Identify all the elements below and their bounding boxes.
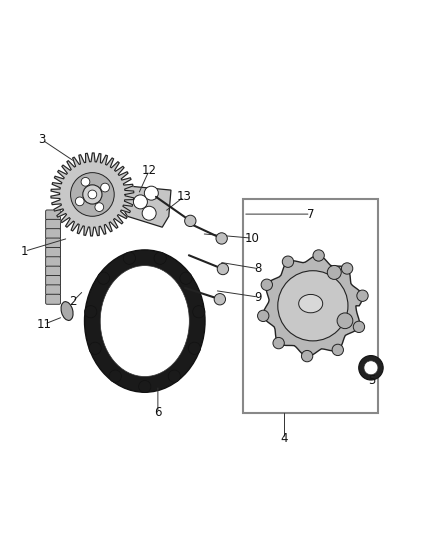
FancyBboxPatch shape bbox=[46, 276, 60, 286]
Circle shape bbox=[139, 381, 151, 393]
Circle shape bbox=[88, 190, 97, 199]
Ellipse shape bbox=[85, 250, 205, 392]
Circle shape bbox=[185, 215, 196, 227]
Circle shape bbox=[357, 290, 368, 301]
Circle shape bbox=[193, 305, 205, 318]
Circle shape bbox=[109, 370, 121, 382]
Polygon shape bbox=[263, 255, 363, 356]
Text: 12: 12 bbox=[141, 164, 157, 177]
Text: 11: 11 bbox=[37, 318, 52, 330]
Text: 13: 13 bbox=[177, 190, 191, 203]
Text: 1: 1 bbox=[21, 245, 28, 258]
Text: 4: 4 bbox=[281, 432, 288, 446]
Circle shape bbox=[134, 195, 148, 209]
FancyBboxPatch shape bbox=[46, 285, 60, 295]
FancyBboxPatch shape bbox=[46, 229, 60, 239]
FancyBboxPatch shape bbox=[46, 219, 60, 229]
Text: 5: 5 bbox=[368, 374, 375, 386]
Text: 2: 2 bbox=[69, 295, 77, 308]
Circle shape bbox=[188, 342, 201, 354]
Polygon shape bbox=[119, 185, 171, 227]
FancyBboxPatch shape bbox=[46, 257, 60, 267]
Text: 3: 3 bbox=[39, 133, 46, 147]
Circle shape bbox=[278, 271, 348, 341]
FancyBboxPatch shape bbox=[46, 294, 60, 304]
Circle shape bbox=[81, 177, 90, 186]
Circle shape bbox=[327, 265, 341, 279]
Ellipse shape bbox=[100, 265, 189, 376]
Circle shape bbox=[332, 344, 343, 356]
Circle shape bbox=[180, 272, 192, 284]
Bar bbox=[243, 199, 378, 413]
Circle shape bbox=[95, 203, 104, 212]
Ellipse shape bbox=[299, 294, 323, 313]
Circle shape bbox=[261, 279, 272, 290]
Circle shape bbox=[337, 313, 353, 329]
Circle shape bbox=[154, 252, 166, 264]
FancyBboxPatch shape bbox=[46, 266, 60, 276]
Circle shape bbox=[89, 342, 101, 354]
Text: 10: 10 bbox=[244, 232, 259, 245]
Circle shape bbox=[101, 183, 110, 192]
Circle shape bbox=[145, 186, 158, 200]
Circle shape bbox=[85, 305, 97, 318]
Polygon shape bbox=[51, 153, 134, 236]
Text: 6: 6 bbox=[154, 406, 162, 419]
FancyBboxPatch shape bbox=[46, 210, 60, 220]
Circle shape bbox=[214, 294, 226, 305]
Circle shape bbox=[97, 272, 110, 284]
Circle shape bbox=[359, 356, 383, 380]
FancyBboxPatch shape bbox=[46, 238, 60, 248]
Text: 9: 9 bbox=[254, 290, 262, 304]
Circle shape bbox=[71, 173, 114, 216]
Circle shape bbox=[273, 337, 284, 349]
Text: 7: 7 bbox=[307, 208, 314, 221]
Text: 8: 8 bbox=[254, 262, 262, 275]
Circle shape bbox=[168, 370, 180, 382]
Circle shape bbox=[142, 206, 156, 220]
FancyBboxPatch shape bbox=[46, 247, 60, 257]
Circle shape bbox=[282, 256, 293, 268]
Circle shape bbox=[353, 321, 364, 333]
Circle shape bbox=[123, 252, 135, 264]
Circle shape bbox=[75, 197, 84, 206]
Circle shape bbox=[364, 361, 378, 375]
Circle shape bbox=[217, 263, 229, 274]
Circle shape bbox=[301, 350, 313, 362]
Ellipse shape bbox=[61, 302, 73, 320]
Circle shape bbox=[258, 310, 269, 321]
Circle shape bbox=[216, 233, 227, 244]
Circle shape bbox=[83, 185, 102, 204]
Circle shape bbox=[342, 263, 353, 274]
Circle shape bbox=[313, 250, 324, 261]
